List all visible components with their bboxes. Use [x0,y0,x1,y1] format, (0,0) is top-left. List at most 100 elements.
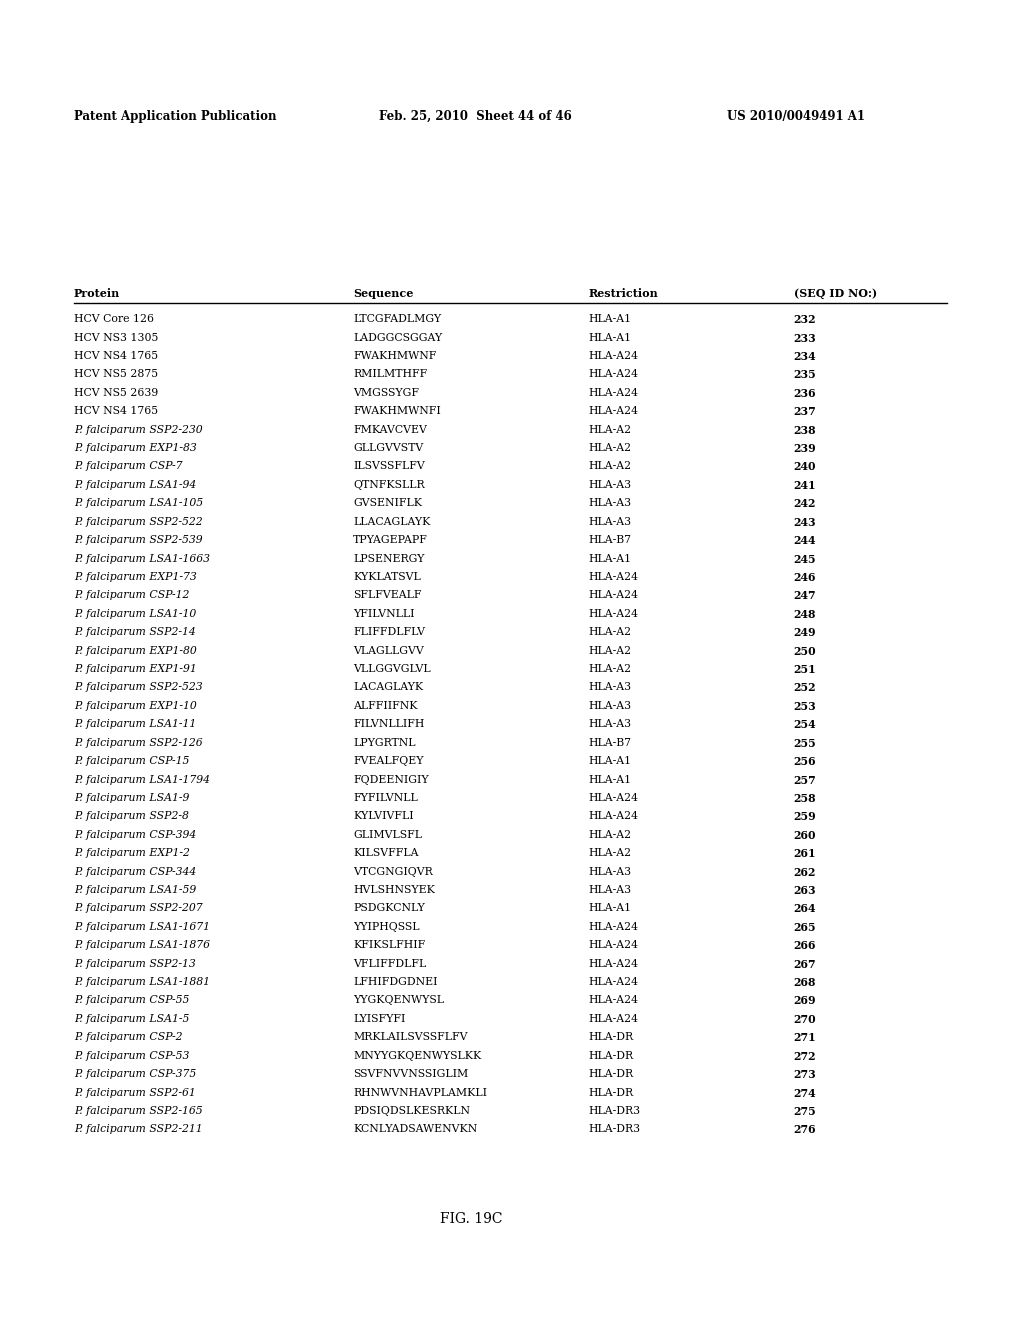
Text: P. falciparum EXP1-83: P. falciparum EXP1-83 [74,444,197,453]
Text: HLA-A1: HLA-A1 [589,553,632,564]
Text: 259: 259 [794,812,816,822]
Text: YYGKQENWYSL: YYGKQENWYSL [353,995,444,1006]
Text: P. falciparum LSA1-11: P. falciparum LSA1-11 [74,719,196,729]
Text: 239: 239 [794,444,816,454]
Text: 250: 250 [794,645,816,656]
Text: HLA-A24: HLA-A24 [589,977,639,987]
Text: P. falciparum CSP-12: P. falciparum CSP-12 [74,590,189,601]
Text: GLLGVVSTV: GLLGVVSTV [353,444,424,453]
Text: 251: 251 [794,664,816,675]
Text: 258: 258 [794,793,816,804]
Text: 238: 238 [794,425,816,436]
Text: HLA-A24: HLA-A24 [589,407,639,416]
Text: FQDEENIGIY: FQDEENIGIY [353,775,429,784]
Text: 241: 241 [794,480,816,491]
Text: P. falciparum LSA1-10: P. falciparum LSA1-10 [74,609,196,619]
Text: P. falciparum CSP-375: P. falciparum CSP-375 [74,1069,196,1080]
Text: HCV Core 126: HCV Core 126 [74,314,154,325]
Text: HLA-A24: HLA-A24 [589,572,639,582]
Text: HLA-DR: HLA-DR [589,1032,634,1043]
Text: 260: 260 [794,830,816,841]
Text: HLA-A24: HLA-A24 [589,812,639,821]
Text: P. falciparum LSA1-59: P. falciparum LSA1-59 [74,884,196,895]
Text: HLA-A24: HLA-A24 [589,609,639,619]
Text: RHNWVNHAVPLAMKLI: RHNWVNHAVPLAMKLI [353,1088,487,1097]
Text: P. falciparum SSP2-230: P. falciparum SSP2-230 [74,425,203,434]
Text: Feb. 25, 2010  Sheet 44 of 46: Feb. 25, 2010 Sheet 44 of 46 [379,110,571,123]
Text: MRKLAILSVSSFLFV: MRKLAILSVSSFLFV [353,1032,468,1043]
Text: VLAGLLGVV: VLAGLLGVV [353,645,424,656]
Text: 274: 274 [794,1088,816,1098]
Text: FILVNLLIFH: FILVNLLIFH [353,719,425,729]
Text: HLA-A3: HLA-A3 [589,516,632,527]
Text: 255: 255 [794,738,816,748]
Text: HLA-A2: HLA-A2 [589,830,632,840]
Text: LACAGLAYK: LACAGLAYK [353,682,423,693]
Text: KCNLYADSAWENVKN: KCNLYADSAWENVKN [353,1125,477,1134]
Text: 234: 234 [794,351,816,362]
Text: HLA-DR3: HLA-DR3 [589,1106,641,1115]
Text: HLA-A2: HLA-A2 [589,425,632,434]
Text: HLA-B7: HLA-B7 [589,738,632,747]
Text: 271: 271 [794,1032,816,1043]
Text: P. falciparum CSP-55: P. falciparum CSP-55 [74,995,189,1006]
Text: 245: 245 [794,553,816,565]
Text: SFLFVEALF: SFLFVEALF [353,590,422,601]
Text: 249: 249 [794,627,816,638]
Text: FMKAVCVEV: FMKAVCVEV [353,425,427,434]
Text: HLA-A3: HLA-A3 [589,682,632,693]
Text: P. falciparum LSA1-1663: P. falciparum LSA1-1663 [74,553,210,564]
Text: P. falciparum SSP2-523: P. falciparum SSP2-523 [74,682,203,693]
Text: P. falciparum SSP2-165: P. falciparum SSP2-165 [74,1106,203,1115]
Text: FVEALFQEY: FVEALFQEY [353,756,424,766]
Text: HLA-A24: HLA-A24 [589,388,639,397]
Text: P. falciparum CSP-2: P. falciparum CSP-2 [74,1032,182,1043]
Text: 269: 269 [794,995,816,1006]
Text: P. falciparum SSP2-207: P. falciparum SSP2-207 [74,903,203,913]
Text: Protein: Protein [74,288,120,298]
Text: HLA-A3: HLA-A3 [589,884,632,895]
Text: HLA-A3: HLA-A3 [589,867,632,876]
Text: P. falciparum LSA1-9: P. falciparum LSA1-9 [74,793,189,803]
Text: ALFFIIFNK: ALFFIIFNK [353,701,418,711]
Text: 270: 270 [794,1014,816,1024]
Text: PDSIQDSLKESRKLN: PDSIQDSLKESRKLN [353,1106,470,1115]
Text: P. falciparum LSA1-1794: P. falciparum LSA1-1794 [74,775,210,784]
Text: 265: 265 [794,921,816,933]
Text: P. falciparum EXP1-91: P. falciparum EXP1-91 [74,664,197,675]
Text: YYIPHQSSL: YYIPHQSSL [353,921,420,932]
Text: LYISFYFI: LYISFYFI [353,1014,406,1024]
Text: ILSVSSFLFV: ILSVSSFLFV [353,462,425,471]
Text: HLA-DR: HLA-DR [589,1088,634,1097]
Text: P. falciparum LSA1-1671: P. falciparum LSA1-1671 [74,921,210,932]
Text: HCV NS3 1305: HCV NS3 1305 [74,333,158,343]
Text: HLA-A1: HLA-A1 [589,333,632,343]
Text: HLA-A3: HLA-A3 [589,701,632,711]
Text: KYLVIVFLI: KYLVIVFLI [353,812,414,821]
Text: P. falciparum LSA1-1876: P. falciparum LSA1-1876 [74,940,210,950]
Text: P. falciparum LSA1-1881: P. falciparum LSA1-1881 [74,977,210,987]
Text: 262: 262 [794,867,816,878]
Text: LFHIFDGDNEI: LFHIFDGDNEI [353,977,438,987]
Text: 268: 268 [794,977,816,989]
Text: HVLSHNSYEK: HVLSHNSYEK [353,884,435,895]
Text: VTCGNGIQVR: VTCGNGIQVR [353,867,433,876]
Text: Patent Application Publication: Patent Application Publication [74,110,276,123]
Text: P. falciparum SSP2-61: P. falciparum SSP2-61 [74,1088,196,1097]
Text: P. falciparum EXP1-2: P. falciparum EXP1-2 [74,849,189,858]
Text: P. falciparum SSP2-8: P. falciparum SSP2-8 [74,812,188,821]
Text: HLA-A2: HLA-A2 [589,462,632,471]
Text: RMILMTHFF: RMILMTHFF [353,370,428,379]
Text: HLA-A24: HLA-A24 [589,995,639,1006]
Text: HCV NS5 2875: HCV NS5 2875 [74,370,158,379]
Text: HLA-A24: HLA-A24 [589,351,639,360]
Text: HLA-A2: HLA-A2 [589,664,632,675]
Text: HLA-A24: HLA-A24 [589,958,639,969]
Text: HCV NS4 1765: HCV NS4 1765 [74,351,158,360]
Text: HLA-A1: HLA-A1 [589,756,632,766]
Text: 235: 235 [794,370,816,380]
Text: 266: 266 [794,940,816,952]
Text: HLA-DR: HLA-DR [589,1069,634,1080]
Text: FLIFFDLFLV: FLIFFDLFLV [353,627,425,638]
Text: 247: 247 [794,590,816,602]
